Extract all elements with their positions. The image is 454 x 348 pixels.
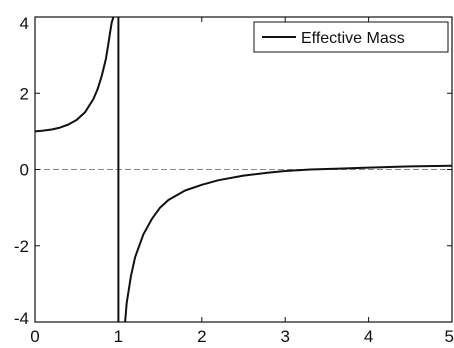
legend: Effective Mass (253, 21, 449, 53)
x-tick-label-0: 0 (30, 327, 39, 346)
legend-entry-effective-mass: Effective Mass (301, 30, 405, 47)
y-tick-label--2: -2 (14, 237, 29, 256)
y-tick-label-2: 2 (20, 84, 29, 103)
y-tick-label-4: 4 (20, 14, 29, 33)
ticks: 0 1 2 3 4 5 -4 -2 0 2 4 (14, 14, 454, 346)
x-tick-label-3: 3 (280, 327, 289, 346)
x-tick-label-2: 2 (197, 327, 206, 346)
series-layer (34, 16, 453, 323)
y-tick-label-0: 0 (20, 161, 29, 180)
x-tick-label-1: 1 (114, 327, 123, 346)
series-effective-mass-branch-right (124, 164, 453, 323)
y-tick-label--4: -4 (14, 309, 29, 328)
series-effective-mass-branch-left (34, 16, 115, 133)
x-tick-label-5: 5 (445, 327, 454, 346)
x-tick-label-4: 4 (364, 327, 373, 346)
